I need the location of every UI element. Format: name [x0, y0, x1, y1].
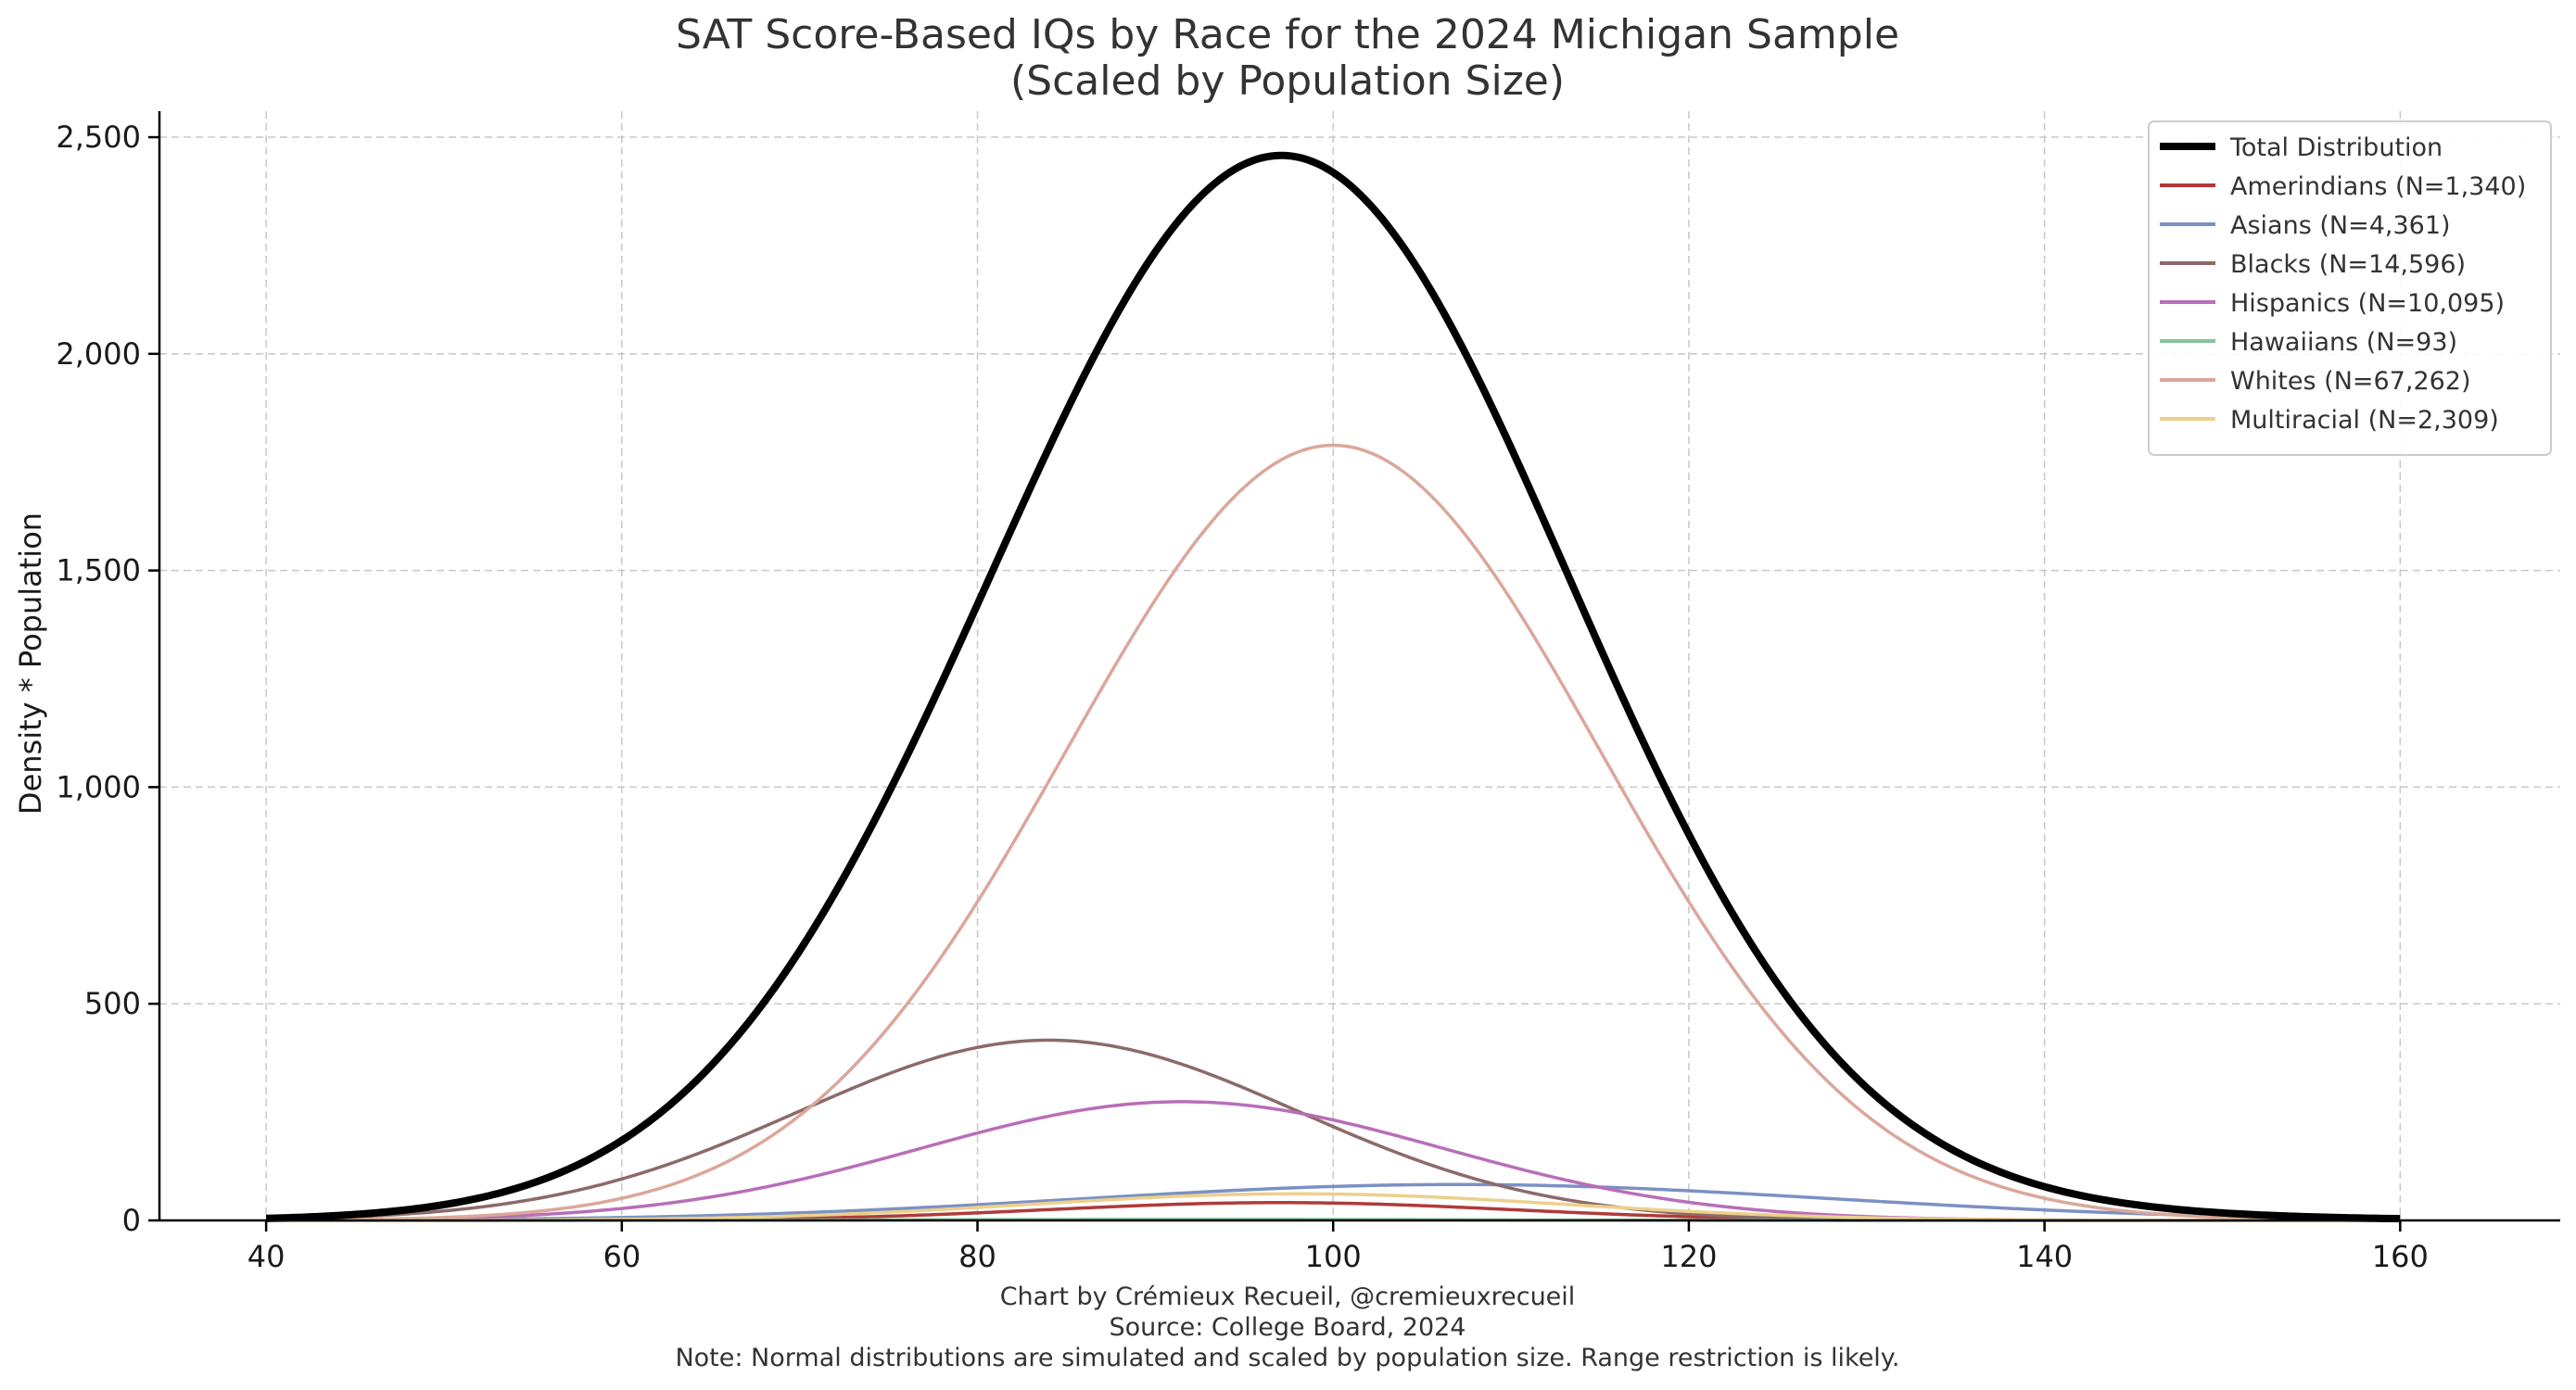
legend-label-5: Hawaiians (N=93) [2230, 328, 2457, 357]
y-tick-label-4: 2,000 [56, 336, 141, 372]
legend-label-3: Blacks (N=14,596) [2230, 250, 2466, 279]
x-tick-label-3: 100 [1305, 1239, 1362, 1274]
y-tick-label-2: 1,000 [56, 769, 141, 804]
chart-title-line-2: (Scaled by Population Size) [1010, 57, 1565, 105]
footer-credit: Chart by Crémieux Recueil, @cremieuxrecu… [1000, 1283, 1576, 1311]
series-line-5 [266, 443, 2401, 1222]
x-tick-label-2: 80 [958, 1239, 996, 1274]
y-tick-label-0: 0 [122, 1203, 141, 1238]
x-tick-label-6: 160 [2372, 1239, 2429, 1274]
x-tick-label-4: 120 [1660, 1239, 1717, 1274]
legend-label-6: Whites (N=67,262) [2230, 367, 2471, 396]
footer-note: Note: Normal distributions are simulated… [675, 1344, 1899, 1372]
series-line-1 [266, 1182, 2401, 1222]
legend-box [2148, 120, 2552, 456]
legend: Total Distribution Amerindians (N=1,340) A… [2148, 120, 2552, 456]
y-axis-label: Density * Population [13, 512, 48, 815]
chart-title: SAT Score-Based IQs by Race for the 2024… [676, 11, 1899, 105]
y-tick-label-1: 500 [84, 986, 141, 1021]
legend-label-4: Hispanics (N=10,095) [2230, 289, 2505, 318]
footer-source: Source: College Board, 2024 [1110, 1313, 1466, 1342]
axes [158, 111, 2560, 1222]
y-tick-label-3: 1,500 [56, 553, 141, 588]
legend-label-2: Asians (N=4,361) [2230, 211, 2451, 240]
x-tick-label-1: 60 [603, 1239, 641, 1274]
legend-label-1: Amerindians (N=1,340) [2230, 172, 2526, 201]
y-tick-label-5: 2,500 [56, 120, 141, 155]
legend-label-0: Total Distribution [2229, 133, 2443, 162]
legend-label-7: Multiracial (N=2,309) [2230, 406, 2499, 435]
series-lines [266, 151, 2401, 1223]
chart-footer: Chart by Crémieux Recueil, @cremieuxrecu… [675, 1283, 1899, 1372]
x-tick-label-5: 140 [2016, 1239, 2073, 1274]
x-tick-label-0: 40 [247, 1239, 286, 1274]
series-line-total [266, 151, 2401, 1223]
chart-title-line-1: SAT Score-Based IQs by Race for the 2024… [676, 11, 1899, 58]
tick-marks: 40 60 80 100 120 140 160 0 500 1,000 1,500 2,000 2,5… [56, 120, 2428, 1274]
